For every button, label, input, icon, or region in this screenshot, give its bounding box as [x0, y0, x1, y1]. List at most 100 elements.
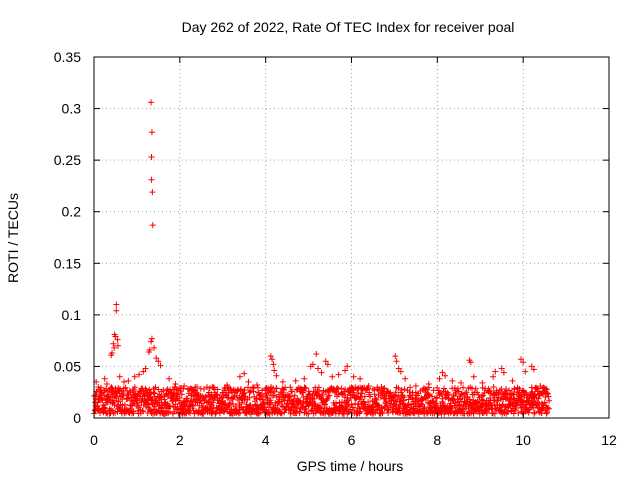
data-point [134, 392, 141, 399]
data-point [226, 399, 233, 406]
data-point [136, 404, 143, 411]
data-point [121, 406, 128, 413]
data-point [114, 336, 121, 343]
y-tick-label: 0.2 [62, 204, 82, 220]
data-point [393, 358, 400, 365]
data-point [404, 402, 411, 409]
data-point [503, 385, 510, 392]
data-point [245, 378, 252, 385]
data-point [392, 353, 399, 360]
data-point [397, 368, 404, 375]
data-point [331, 389, 338, 396]
data-point [302, 385, 309, 392]
data-point [113, 301, 120, 308]
data-point [111, 344, 118, 351]
data-point [375, 402, 382, 409]
data-point [181, 383, 188, 390]
data-point [273, 385, 280, 392]
data-point [209, 399, 216, 406]
data-point [472, 385, 479, 392]
data-point [470, 373, 477, 380]
data-point [292, 377, 299, 384]
data-point [365, 399, 372, 406]
data-point [367, 393, 374, 400]
data-point [374, 386, 381, 393]
x-tick-label: 8 [433, 432, 441, 448]
data-point [323, 397, 330, 404]
data-point [172, 380, 179, 387]
data-point [542, 394, 549, 401]
data-point [130, 410, 137, 417]
data-point [246, 394, 253, 401]
data-point [115, 342, 122, 349]
x-tick-label: 12 [601, 432, 617, 448]
data-point [387, 389, 394, 396]
data-point [157, 362, 164, 369]
data-point [319, 391, 326, 398]
data-point [155, 358, 162, 365]
data-point [148, 154, 155, 161]
y-axis-label: ROTI / TECUs [5, 193, 21, 283]
data-point [473, 399, 480, 406]
data-point [111, 401, 118, 408]
data-point [525, 409, 532, 416]
data-point [273, 372, 280, 379]
data-point [466, 396, 473, 403]
data-point [247, 387, 254, 394]
data-point [515, 410, 522, 417]
x-tick-label: 10 [515, 432, 531, 448]
data-point [131, 373, 138, 380]
data-point [458, 390, 465, 397]
data-point [430, 387, 437, 394]
data-point [500, 396, 507, 403]
data-point [439, 369, 446, 376]
data-point [139, 385, 146, 392]
data-point [237, 409, 244, 416]
data-point [425, 391, 432, 398]
data-point [153, 355, 160, 362]
data-point [522, 368, 529, 375]
data-point [190, 407, 197, 414]
data-point [134, 399, 141, 406]
data-point [357, 408, 364, 415]
data-point [324, 361, 331, 368]
data-point [95, 384, 102, 391]
data-point [315, 388, 322, 395]
data-point [442, 372, 449, 379]
data-point [125, 377, 132, 384]
data-point [457, 395, 464, 402]
data-point [113, 307, 120, 314]
data-point [414, 398, 421, 405]
data-point [546, 405, 553, 412]
data-point [520, 359, 527, 366]
data-point [265, 409, 272, 416]
data-point [122, 384, 129, 391]
data-point [101, 405, 108, 412]
data-point [271, 367, 278, 374]
data-point [291, 392, 298, 399]
data-point [382, 393, 389, 400]
data-point [246, 389, 253, 396]
data-point [200, 410, 207, 417]
data-point [270, 361, 277, 368]
data-point [378, 384, 385, 391]
data-point [145, 348, 152, 355]
data-point [433, 400, 440, 407]
data-point [242, 393, 249, 400]
data-point [247, 402, 254, 409]
data-point [543, 386, 550, 393]
data-point [148, 99, 155, 106]
data-point [481, 389, 488, 396]
data-point [309, 361, 316, 368]
data-point [108, 384, 115, 391]
data-point [109, 394, 116, 401]
data-point [392, 392, 399, 399]
data-point [530, 366, 537, 373]
data-point [269, 356, 276, 363]
data-point [136, 371, 143, 378]
data-point [454, 385, 461, 392]
data-point [395, 385, 402, 392]
y-tick-label: 0.25 [54, 152, 81, 168]
data-point [432, 395, 439, 402]
data-point [189, 401, 196, 408]
